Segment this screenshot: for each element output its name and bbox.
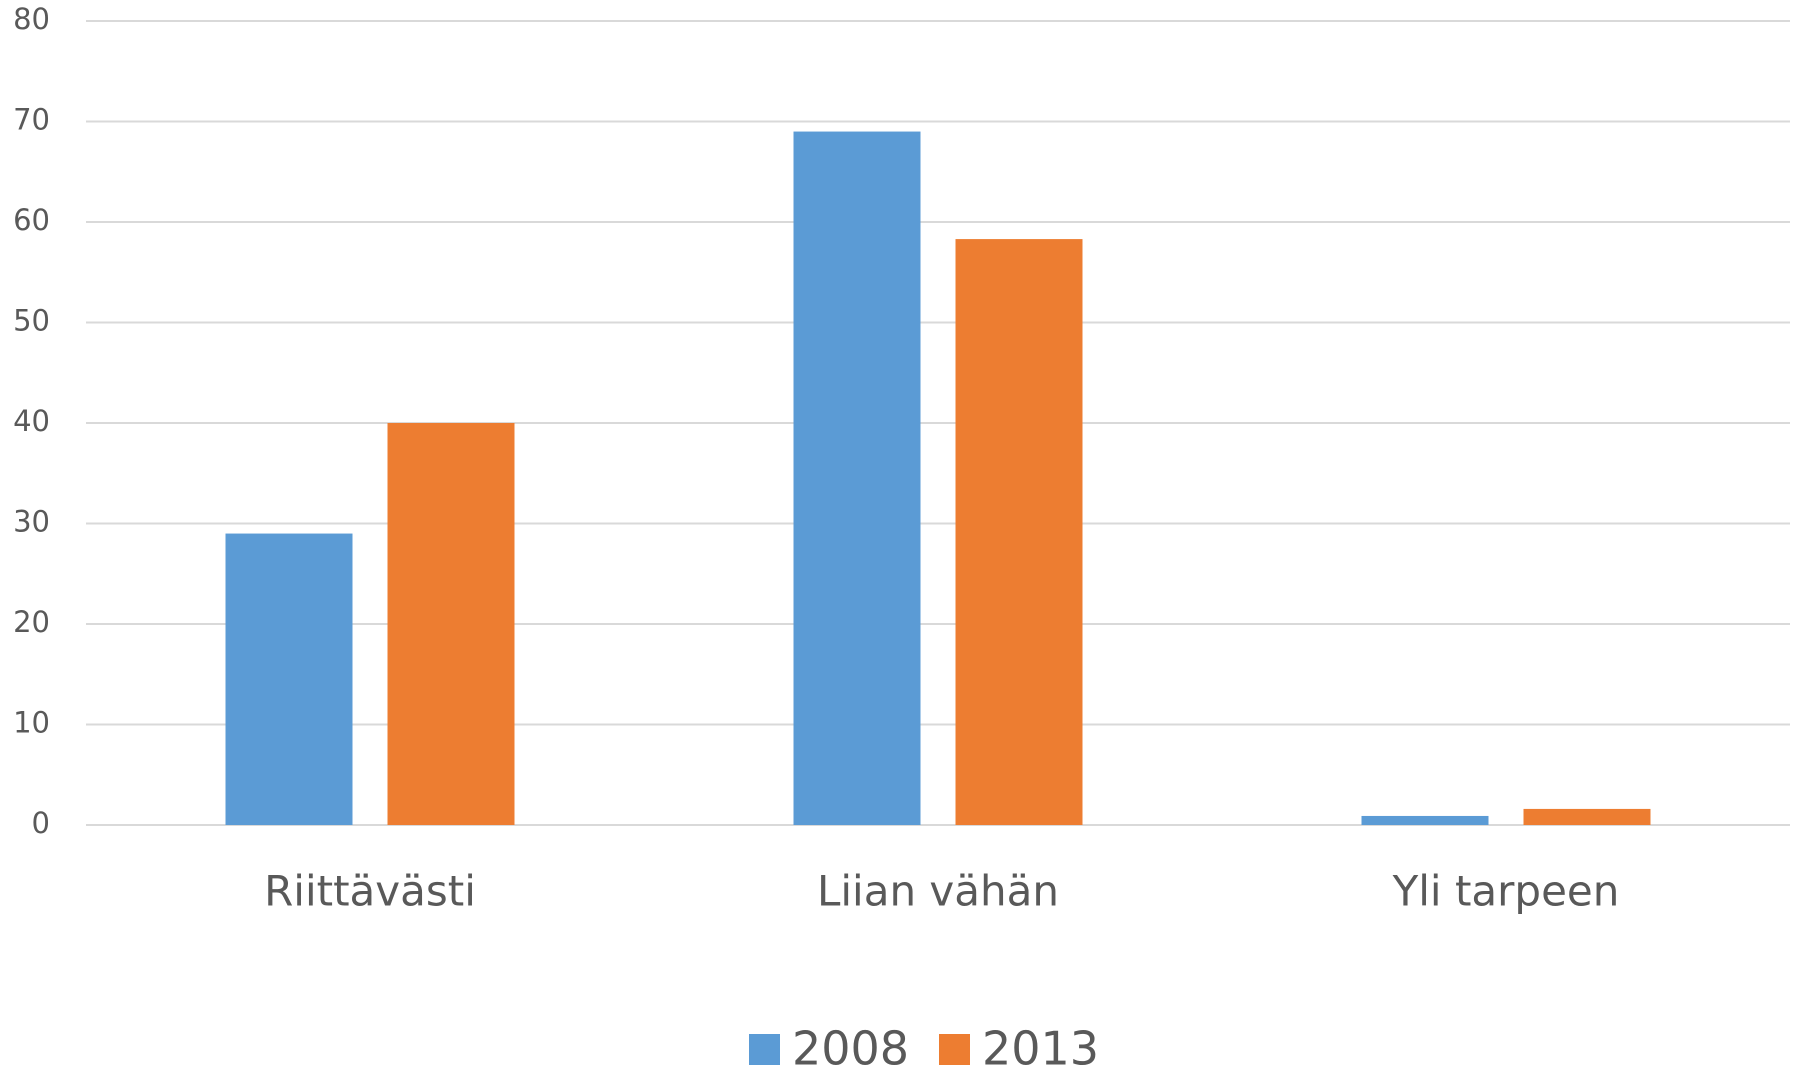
- bar: [387, 423, 515, 825]
- y-tick-label: 20: [13, 605, 50, 639]
- legend-label: 2013: [982, 1022, 1099, 1071]
- bar: [793, 131, 921, 826]
- y-tick-label: 40: [13, 404, 50, 438]
- y-tick-label: 10: [13, 706, 50, 740]
- bar: [225, 533, 353, 825]
- y-tick-label: 70: [13, 103, 50, 137]
- bar: [955, 239, 1083, 825]
- y-tick-label: 60: [13, 203, 50, 237]
- x-tick-label: Riittävästi: [264, 867, 476, 916]
- x-tick-label: Yli tarpeen: [1392, 867, 1620, 916]
- legend-label: 2008: [792, 1022, 909, 1071]
- x-tick-label: Liian vähän: [817, 867, 1059, 916]
- legend-swatch: [939, 1034, 970, 1065]
- y-tick-label: 30: [13, 505, 50, 539]
- y-tick-label: 50: [13, 304, 50, 338]
- bar: [1361, 815, 1489, 825]
- legend-swatch: [749, 1034, 780, 1065]
- bar: [1523, 808, 1651, 825]
- y-tick-label: 80: [13, 2, 50, 36]
- y-tick-label: 0: [32, 806, 50, 840]
